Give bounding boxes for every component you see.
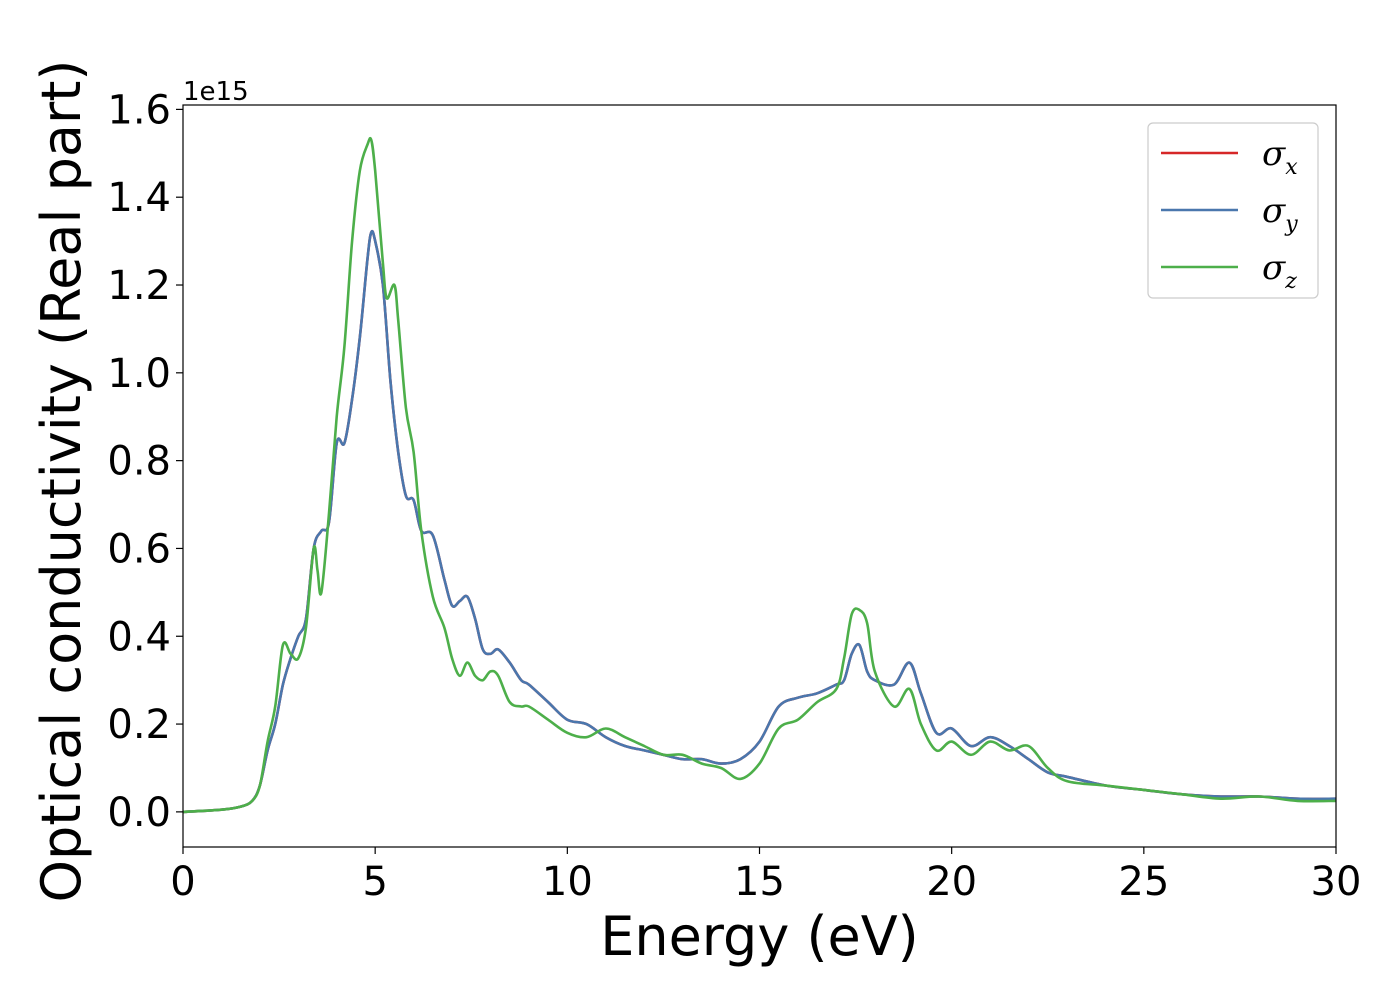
x-tick-label: 30	[1311, 859, 1362, 905]
y-axis-label: Optical conductivity (Real part)	[30, 60, 93, 903]
y-tick-label: 0.8	[107, 439, 171, 485]
y-offset-label: 1e15	[183, 77, 249, 107]
y-tick-label: 0.4	[107, 614, 171, 660]
legend-symbol: σ	[1262, 134, 1286, 174]
legend-entry-y: σy	[1262, 191, 1298, 237]
x-tick-label: 5	[362, 859, 387, 905]
legend-symbol: σ	[1262, 248, 1286, 288]
x-tick-label: 10	[542, 859, 593, 905]
y-tick-label: 1.2	[107, 263, 171, 309]
series-layer	[183, 136, 1336, 814]
legend-entry-x: σx	[1262, 134, 1298, 180]
legend-entry-z: σz	[1262, 248, 1297, 294]
y-tick-label: 1.4	[107, 175, 171, 221]
ticks-layer: 0 5 10 15 20 25 30 0.0 0.2 0.4 0.6 0.8 1.0 1.2 1.4 1.6	[107, 87, 1361, 905]
legend-symbol: σ	[1262, 191, 1286, 231]
x-axis-label: Energy (eV)	[600, 905, 919, 968]
x-tick-label: 15	[734, 859, 785, 905]
series-line-z	[183, 136, 1336, 814]
legend-subscript: y	[1284, 212, 1298, 237]
legend-subscript: x	[1285, 155, 1298, 180]
y-tick-label: 1.0	[107, 351, 171, 397]
x-tick-label: 0	[170, 859, 195, 905]
y-tick-label: 0.6	[107, 526, 171, 572]
y-tick-label: 0.0	[107, 790, 171, 836]
x-tick-label: 25	[1118, 859, 1169, 905]
y-tick-label: 1.6	[107, 87, 171, 133]
y-tick-label: 0.2	[107, 702, 171, 748]
legend-subscript: z	[1284, 269, 1297, 294]
x-tick-label: 20	[926, 859, 977, 905]
